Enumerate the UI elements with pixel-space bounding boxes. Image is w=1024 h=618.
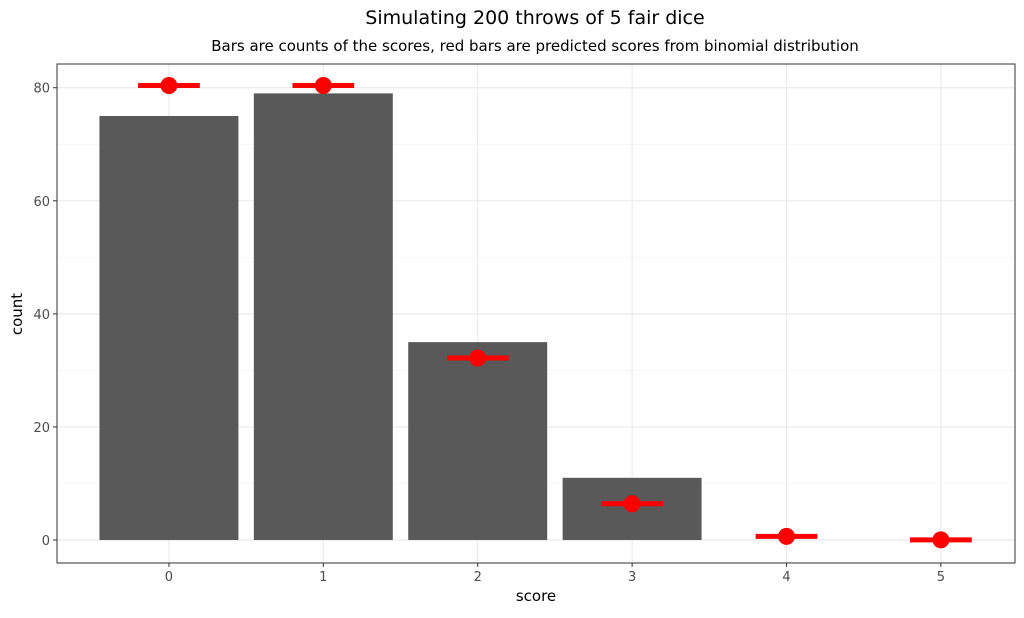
y-tick-label: 60	[33, 195, 50, 210]
predicted-point-1	[315, 77, 332, 94]
x-tick-label: 0	[165, 570, 173, 585]
y-tick-label: 40	[33, 308, 50, 323]
bar-1	[254, 93, 393, 540]
y-tick-label: 0	[42, 534, 50, 549]
chart-title: Simulating 200 throws of 5 fair dice	[365, 7, 704, 29]
predicted-point-3	[624, 495, 641, 512]
y-tick-label: 20	[33, 421, 50, 436]
predicted-point-4	[778, 528, 795, 545]
chart-subtitle: Bars are counts of the scores, red bars …	[211, 37, 859, 55]
bar-0	[99, 116, 238, 540]
bars	[99, 93, 1010, 540]
predicted-point-5	[932, 531, 949, 548]
x-tick-label: 3	[628, 570, 636, 585]
predicted-point-2	[469, 349, 486, 366]
y-tick-label: 80	[33, 82, 50, 97]
x-axis: 0 1 2 3 4 5	[165, 563, 945, 585]
x-tick-label: 5	[937, 570, 945, 585]
x-tick-label: 4	[782, 570, 790, 585]
y-axis: 0 20 40 60 80	[33, 82, 57, 549]
x-axis-label: score	[516, 587, 556, 605]
predicted-point-0	[160, 77, 177, 94]
x-tick-label: 1	[319, 570, 327, 585]
x-tick-label: 2	[474, 570, 482, 585]
y-axis-label: count	[8, 293, 26, 335]
bar-2	[408, 342, 547, 540]
